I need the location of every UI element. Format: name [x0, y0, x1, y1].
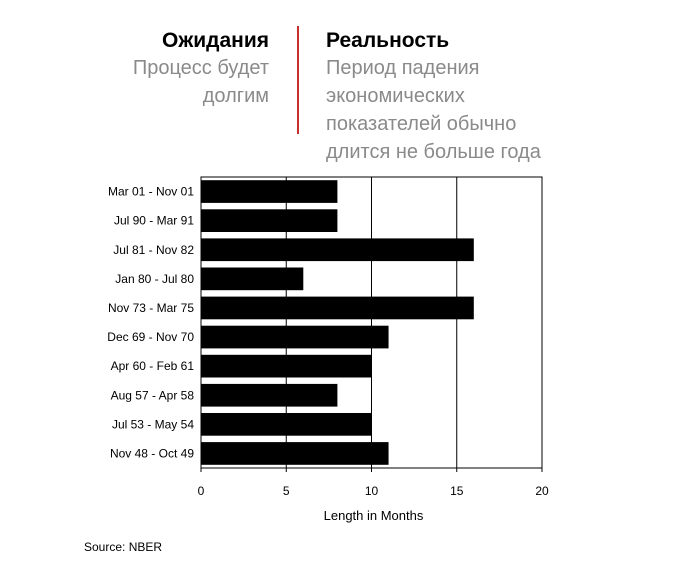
reality-line-3: показателей обычно	[326, 113, 517, 135]
category-label-1: Jul 90 - Mar 91	[114, 214, 194, 228]
bar-2	[201, 238, 474, 262]
bar-1	[201, 209, 338, 232]
bar-0	[201, 180, 338, 203]
x-tick-label-0: 0	[198, 484, 205, 498]
expectations-block: Ожидания Процесс будет долгим	[39, 28, 269, 110]
reality-line-4: длится не больше года	[326, 141, 541, 163]
category-label-3: Jan 80 - Jul 80	[115, 272, 194, 286]
x-tick-label-10: 10	[365, 484, 379, 498]
category-label-7: Aug 57 - Apr 58	[111, 388, 195, 402]
x-tick-label-5: 5	[283, 484, 290, 498]
bar-3	[201, 267, 304, 291]
reality-line-2: экономических	[326, 85, 465, 107]
bar-6	[201, 354, 372, 378]
bar-9	[201, 442, 389, 465]
x-axis-title: Length in Months	[324, 508, 424, 523]
category-label-5: Dec 69 - Nov 70	[107, 330, 194, 344]
x-tick-label-15: 15	[450, 484, 464, 498]
expectations-title: Ожидания	[162, 29, 269, 52]
header-divider	[297, 26, 299, 134]
category-label-8: Jul 53 - May 54	[112, 417, 194, 431]
reality-title: Реальность	[326, 29, 450, 52]
source-note: Source: NBER	[84, 540, 163, 554]
category-label-0: Mar 01 - Nov 01	[108, 185, 194, 199]
category-label-9: Nov 48 - Oct 49	[110, 446, 194, 460]
bar-4	[201, 296, 474, 320]
expectations-line-2: долгим	[202, 85, 269, 107]
x-tick-label-20: 20	[535, 484, 549, 498]
category-label-6: Apr 60 - Feb 61	[111, 359, 195, 373]
reality-block: Реальность Период падения экономических …	[326, 28, 626, 166]
bar-7	[201, 383, 338, 407]
reality-line-1: Период падения	[326, 57, 480, 79]
category-label-4: Nov 73 - Mar 75	[108, 301, 194, 315]
bar-8	[201, 413, 372, 436]
expectations-line-1: Процесс будет	[132, 57, 269, 79]
category-label-2: Jul 81 - Nov 82	[113, 243, 194, 257]
bar-5	[201, 325, 389, 349]
